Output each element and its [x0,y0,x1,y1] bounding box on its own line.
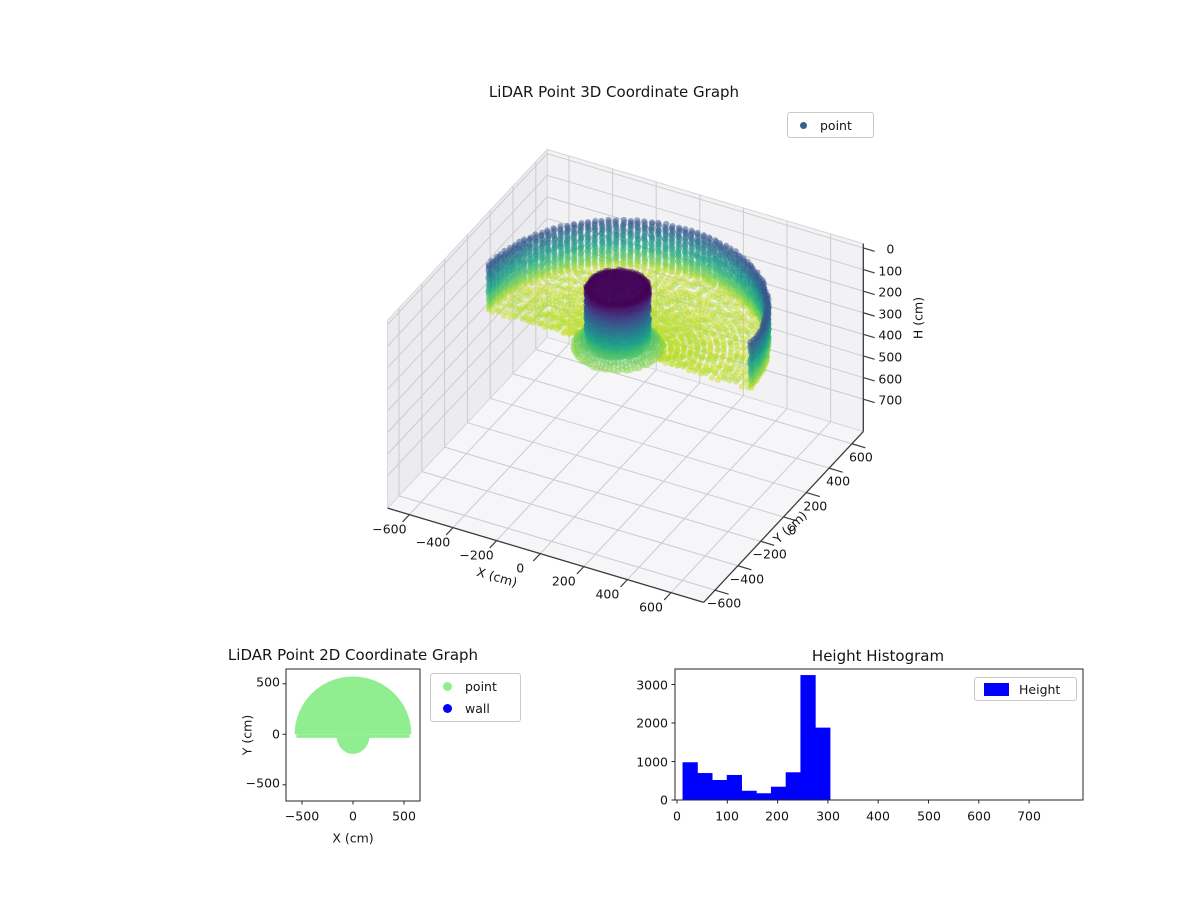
x-tick-label: 500 [917,808,941,824]
x-tick-label: 200 [551,573,576,589]
h-tick-label: 100 [878,263,903,279]
x-tick-label: 500 [392,808,416,824]
point-legend-marker-icon [443,682,452,691]
y-tick-label: −600 [706,595,742,611]
h-tick-label: 200 [878,284,903,300]
x-tick-label: 200 [765,808,789,824]
x-tick-label: 0 [516,560,525,576]
plot3d-canvas [300,110,940,650]
y-tick-label: 2000 [636,715,668,731]
h-tick-label: 300 [878,306,903,322]
h-tick-label: 500 [878,349,903,365]
h-tick-label: 400 [878,327,903,343]
plot2d-legend: point wall [430,673,521,722]
h-axis-label-3d: H (cm) [910,296,926,340]
plot3d-tick-labels: −600 −400 −200 0 200 400 600 −600 −400 −200 0 200 40… [300,110,940,650]
wall-legend-marker-icon [443,704,452,713]
x-tick-label: 0 [349,808,357,824]
plot3d-legend-label: point [820,117,852,133]
x-tick-label: −400 [415,534,451,550]
y-tick-label: 600 [848,449,873,465]
x-tick-label: 100 [715,808,739,824]
x-tick-label: −500 [284,808,320,824]
y-tick-label: 1000 [636,754,668,770]
y-tick-label: 0 [272,726,280,742]
y-tick-label: 500 [256,674,280,690]
y-tick-label: 400 [826,473,851,489]
x-tick-label: −600 [372,521,407,537]
x-tick-label: 400 [866,808,890,824]
plot2d-legend-label-point: point [465,679,497,694]
y-tick-label: 3000 [636,677,668,693]
plot2d-legend-label-wall: wall [465,701,490,716]
h-tick-label: 0 [886,241,895,257]
histogram-title: Height Histogram [811,647,945,665]
x-tick-label: 400 [595,586,620,602]
y-axis-label-2d: Y (cm) [239,714,255,756]
x-axis-label-2d: X (cm) [332,830,374,846]
histogram-legend-label: Height [1019,681,1061,697]
plot2d-title: LiDAR Point 2D Coordinate Graph [227,646,479,664]
h-tick-label: 600 [878,371,903,387]
y-tick-label: 0 [788,522,797,538]
y-tick-label: 0 [660,792,668,808]
y-tick-label: −500 [245,775,280,791]
y-tick-label: −400 [729,571,765,587]
plot3d-title: LiDAR Point 3D Coordinate Graph [488,83,740,101]
y-tick-label: −200 [752,546,787,562]
plot3d-legend: point [787,112,874,138]
plot2d-canvas [270,664,436,818]
y-tick-label: 200 [803,498,828,514]
point-legend-marker-icon [800,121,807,129]
x-tick-label: 600 [967,808,991,824]
x-tick-label: 600 [639,599,663,615]
x-tick-label: 700 [1017,808,1041,824]
h-tick-label: 700 [878,392,903,408]
x-tick-label: 0 [673,808,681,824]
histogram-legend: Height [974,677,1077,701]
x-tick-label: 300 [816,808,840,824]
height-legend-patch-icon [984,682,1009,696]
x-tick-label: −200 [459,547,494,563]
